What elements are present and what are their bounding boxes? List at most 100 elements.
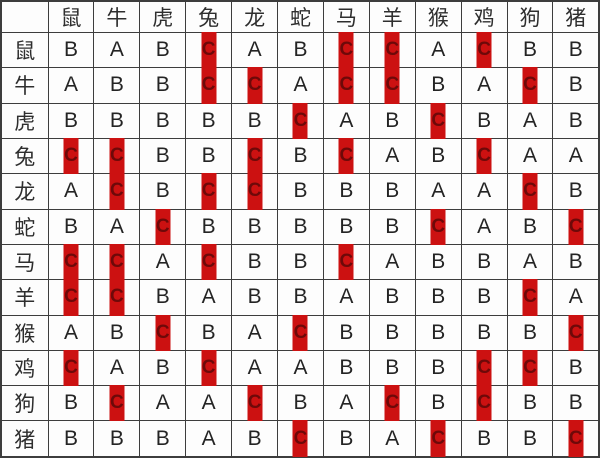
highlighted-c-cell: C [292,314,308,351]
compat-cell: C [93,385,141,422]
highlighted-c-cell: C [109,137,125,175]
compat-cell: A [414,31,462,69]
compat-cell: B [506,420,554,458]
compat-cell: B [139,420,187,458]
compat-cell: B [414,243,462,281]
compat-cell: C [322,67,370,104]
compat-cell: C [93,243,141,281]
row-header: 兔 [0,137,49,175]
compat-cell: A [139,243,187,281]
compat-cell: A [322,279,370,316]
compat-cell: B [552,385,600,422]
compat-cell: B [460,102,508,139]
column-header: 牛 [93,0,141,33]
column-header: 马 [322,0,370,33]
compat-cell: A [185,420,233,458]
compat-cell: C [322,31,370,69]
compat-cell: B [460,314,508,351]
compat-cell: B [139,279,187,316]
compat-cell: C [185,243,233,281]
compat-cell: B [277,385,324,422]
row-header: 狗 [0,385,49,422]
compat-cell: B [322,208,370,245]
highlighted-c-cell: C [109,243,125,281]
compat-cell: C [460,385,508,422]
highlighted-c-cell: C [63,137,79,175]
row-header: 蛇 [0,208,49,245]
compat-cell: B [231,420,279,458]
highlighted-c-cell: C [568,420,584,457]
highlighted-c-cell: C [292,102,308,139]
compat-cell: B [460,243,508,281]
compat-cell: C [460,31,508,69]
compat-cell: A [460,208,508,245]
compat-cell: A [506,243,554,281]
compat-cell: C [460,137,508,175]
compat-cell: A [231,349,279,387]
compat-cell: C [414,102,462,139]
compat-cell: B [368,279,416,316]
column-header: 蛇 [277,0,324,33]
compat-cell: A [93,31,141,69]
compat-cell: B [414,349,462,387]
compat-cell: C [552,314,600,351]
row-header: 鼠 [0,31,49,69]
compat-cell: B [414,137,462,175]
compat-cell: B [552,67,600,104]
compat-cell: C [47,279,95,316]
highlighted-c-cell: C [384,67,400,104]
compat-cell: A [93,208,141,245]
compat-cell: A [506,102,554,139]
compat-cell: B [93,67,141,104]
compat-cell: A [185,385,233,422]
highlighted-c-cell: C [338,137,354,175]
compat-cell: A [47,67,95,104]
row-header: 猪 [0,420,49,458]
compat-cell: C [506,349,554,387]
compat-cell: A [139,385,187,422]
row-header: 鸡 [0,349,49,387]
compat-cell: B [93,314,141,351]
highlighted-c-cell: C [522,279,538,316]
highlighted-c-cell: C [63,279,79,316]
compat-cell: A [460,173,508,210]
compat-cell: B [552,173,600,210]
compat-cell: B [139,173,187,210]
compat-cell: B [552,31,600,69]
compat-cell: A [47,173,95,210]
compat-cell: A [231,314,279,351]
row-header: 龙 [0,173,49,210]
compat-cell: C [47,349,95,387]
compat-cell: C [93,137,141,175]
compat-cell: B [185,137,233,175]
highlighted-c-cell: C [476,385,492,422]
highlighted-c-cell: C [522,349,538,387]
compat-cell: B [414,67,462,104]
compat-cell: B [414,314,462,351]
highlighted-c-cell: C [568,208,584,245]
compat-cell: B [277,137,324,175]
highlighted-c-cell: C [201,32,217,69]
compat-cell: C [185,31,233,69]
compat-cell: A [277,349,324,387]
compat-cell: B [139,67,187,104]
compat-cell: C [231,385,279,422]
compat-cell: B [231,208,279,245]
compat-cell: C [231,173,279,210]
compat-cell: B [47,385,95,422]
row-header: 羊 [0,279,49,316]
compat-cell: B [277,31,324,69]
compat-cell: B [185,314,233,351]
highlighted-c-cell: C [476,349,492,387]
compat-cell: B [277,243,324,281]
highlighted-c-cell: C [476,137,492,175]
compat-cell: B [139,137,187,175]
compat-cell: C [139,314,187,351]
compat-cell: C [368,385,416,422]
